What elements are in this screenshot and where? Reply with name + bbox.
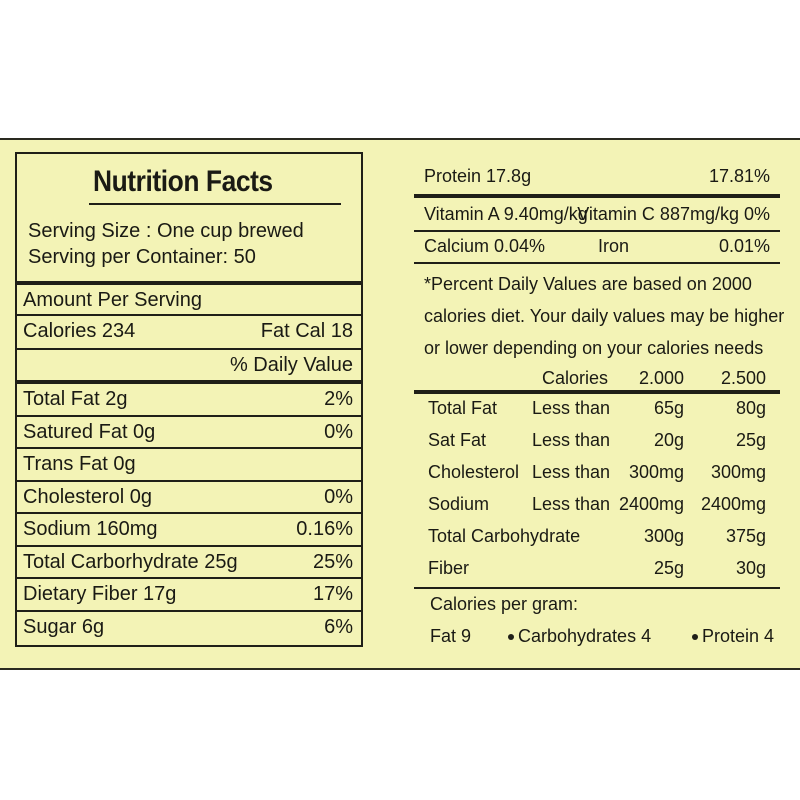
amount-per-serving-row: Amount Per Serving — [17, 285, 361, 315]
nutrition-label-card — [0, 138, 800, 670]
table-header-2000: 2.000 — [638, 368, 684, 388]
per-gram-carbs: Carbohydrates 4 — [518, 626, 652, 646]
nutrient-label: Trans Fat 0g — [23, 453, 136, 475]
table-row-value-2000: 65g — [653, 398, 684, 418]
divider — [414, 262, 780, 264]
nutrient-label: Satured Fat 0g — [23, 420, 156, 443]
daily-value-header: % Daily Value — [229, 354, 353, 376]
table-row-value-2500: 25g — [735, 430, 766, 450]
serving-per-container: Serving per Container: 50 — [28, 246, 256, 268]
footnote-line: or lower depending on your calories need… — [424, 338, 764, 358]
nutrient-label: Total Carborhydrate 25g — [23, 550, 238, 573]
footnote-line: calories diet. Your daily values may be … — [424, 306, 785, 326]
bullet-icon — [691, 634, 698, 641]
amount-per-serving-label: Amount Per Serving — [23, 289, 202, 311]
daily-value-header-row: % Daily Value — [17, 350, 361, 380]
divider — [414, 587, 780, 589]
protein-dv: 17.81% — [708, 166, 770, 186]
iron-value: 0.01% — [718, 236, 770, 256]
nutrient-daily-value: 2% — [324, 388, 353, 410]
bullet-icon — [508, 634, 514, 641]
nutrient-row: Trans Fat 0g — [17, 449, 361, 482]
table-row-name: Cholesterol — [428, 462, 520, 482]
table-row-name: Sodium — [428, 494, 490, 514]
nutrient-row: Sodium 160mg 0.16% — [17, 514, 361, 547]
serving-size: Serving Size : One cup brewed — [28, 220, 304, 242]
footnote-line: *Percent Daily Values are based on 2000 — [424, 274, 752, 294]
nutrient-row: Total Fat 2g 2% — [17, 384, 361, 417]
per-gram-fat: Fat 9 — [430, 626, 472, 646]
table-row-qualifier: Less than — [532, 398, 611, 418]
daily-values-panel: Protein 17.8g 17.81% Vitamin A 9.40mg/kg… — [414, 158, 784, 654]
iron-label: Iron — [598, 236, 630, 256]
nutrition-facts-title: Nutrition Facts — [93, 165, 273, 198]
divider — [17, 314, 361, 316]
divider-thick — [414, 194, 780, 198]
nutrient-daily-value: 0% — [324, 485, 353, 508]
nutrient-daily-value: 0% — [324, 420, 353, 443]
table-row-value-2000: 2400mg — [618, 494, 684, 514]
divider — [414, 230, 780, 232]
divider-thick — [17, 380, 361, 384]
per-gram-protein-item: Protein 4 — [691, 626, 774, 647]
calories-label: Calories 234 — [23, 320, 136, 342]
nutrition-facts-panel: Nutrition Facts Serving Size : One cup b… — [15, 152, 363, 647]
table-header-2500: 2.500 — [720, 368, 766, 388]
vitamin-a-label: Vitamin A 9.40mg/kg — [424, 204, 588, 224]
table-row-value-2000: 300g — [643, 526, 684, 546]
nutrient-row: Satured Fat 0g 0% — [17, 417, 361, 449]
table-row-value-2500: 300mg — [710, 462, 766, 482]
nutrient-daily-value: 17% — [312, 583, 353, 605]
calories-per-gram-label: Calories per gram: — [430, 594, 579, 614]
nutrient-label: Sodium 160mg — [23, 518, 158, 540]
nutrient-row: Total Carborhydrate 25g 25% — [17, 547, 361, 579]
table-row-name: Fiber — [428, 558, 470, 578]
divider — [17, 348, 361, 350]
divider-thick — [414, 390, 780, 394]
protein-label: Protein 17.8g — [424, 166, 532, 186]
table-row-qualifier: Less than — [532, 462, 611, 482]
table-row-name: Sat Fat — [428, 430, 487, 450]
nutrient-label: Total Fat 2g — [23, 388, 128, 410]
table-row-value-2000: 25g — [653, 558, 684, 578]
table-row-value-2000: 20g — [653, 430, 684, 450]
nutrient-row: Cholesterol 0g 0% — [17, 482, 361, 514]
title-underline — [89, 203, 341, 205]
table-row-qualifier: Less than — [532, 494, 611, 514]
vitamin-c-label: Vitamin C 887mg/kg 0% — [577, 204, 770, 224]
nutrient-daily-value: 6% — [324, 615, 353, 638]
table-row-name: Total Fat — [428, 398, 498, 418]
nutrient-daily-value: 0.16% — [296, 518, 353, 540]
table-row-value-2500: 2400mg — [700, 494, 766, 514]
nutrient-label: Cholesterol 0g — [23, 485, 152, 508]
divider-thick — [17, 281, 361, 285]
table-row-qualifier: Less than — [532, 430, 611, 450]
table-row-value-2500: 30g — [735, 558, 766, 578]
nutrient-label: Dietary Fiber 17g — [23, 583, 177, 605]
nutrient-row: Dietary Fiber 17g 17% — [17, 579, 361, 612]
table-row-value-2500: 80g — [735, 398, 766, 418]
table-row-value-2500: 375g — [725, 526, 766, 546]
nutrient-label: Sugar 6g — [23, 615, 105, 638]
per-gram-protein: Protein 4 — [701, 626, 774, 646]
calcium-label: Calcium 0.04% — [424, 236, 546, 256]
fat-cal-label: Fat Cal 18 — [260, 320, 353, 342]
nutrient-row: Sugar 6g 6% — [17, 612, 361, 645]
table-row-value-2000: 300mg — [628, 462, 684, 482]
per-gram-carbs-item: Carbohydrates 4 — [508, 626, 651, 647]
table-row-name: Total Carbohydrate — [428, 526, 581, 546]
nutrient-daily-value: 25% — [312, 550, 353, 573]
calories-row: Calories 234 Fat Cal 18 — [17, 316, 361, 348]
table-header-calories: Calories — [542, 368, 609, 388]
